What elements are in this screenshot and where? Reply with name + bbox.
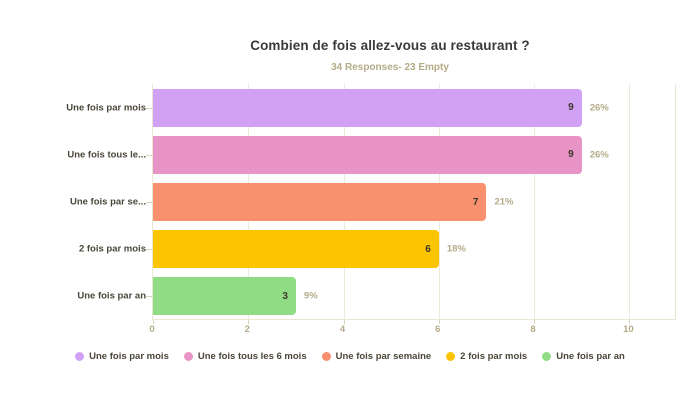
bar-0[interactable]: 9 [153,88,582,127]
x-tick-mark [343,320,345,324]
legend-item-label: 2 fois par mois [460,351,528,362]
legend-color-dot-icon [542,352,552,361]
x-tick-mark [629,320,631,324]
bar-percent-label: 21% [494,196,514,208]
legend-item-label: Une fois par semaine [335,351,432,362]
bar-4[interactable]: 3 [153,277,296,316]
legend-item-2[interactable]: Une fois par semaine [321,351,432,362]
y-axis-label: 2 fois par mois [78,243,146,255]
x-tick-label: 8 [530,324,536,335]
bar-percent-label: 18% [446,243,466,255]
bar-percent-label: 26% [589,149,609,161]
bar-value-label: 3 [282,290,288,302]
x-axis-labels: 0 2 4 6 8 10 [149,324,676,338]
bar-value-label: 7 [472,196,479,208]
legend-item-label: Une fois tous les 6 mois [197,351,307,362]
x-tick-mark [534,320,536,324]
x-tick-label: 2 [244,324,250,335]
y-axis-labels: Une fois par mois Une fois tous le... Une … [0,84,146,320]
chart-subtitle: 34 Responses- 23 Empty [331,62,449,73]
legend-color-dot-icon [446,352,456,361]
legend-item-0[interactable]: Une fois par mois [75,351,169,362]
legend-item-label: Une fois par an [556,351,625,362]
legend-item-4[interactable]: Une fois par an [542,351,625,362]
x-tick-label: 0 [149,324,155,335]
y-axis-label: Une fois par an [77,290,146,302]
bar-percent-label: 9% [303,290,318,302]
plot-area: 9 26% 9 26% 7 21% 6 18% 3 9% [146,84,676,324]
bar-percent-label: 26% [589,102,609,114]
gridline-x-10 [629,84,631,319]
y-tick-mark [146,154,152,156]
legend-color-dot-icon [75,352,85,361]
y-tick-mark [146,107,152,109]
x-tick-mark [248,320,250,324]
bar-1[interactable]: 9 [153,135,582,174]
legend-item-1[interactable]: Une fois tous les 6 mois [183,351,307,362]
legend-item-3[interactable]: 2 fois par mois [446,351,527,362]
x-tick-label: 6 [435,324,441,335]
gridline-x-8 [534,84,536,319]
legend-color-dot-icon [183,352,193,361]
bar-3[interactable]: 6 [153,230,439,269]
x-tick-mark [438,320,440,324]
x-tick-label: 10 [623,324,634,335]
bar-value-label: 9 [568,102,574,114]
chart-title: Combien de fois allez-vous au restaurant… [250,38,530,53]
y-tick-mark [146,202,152,203]
bar-value-label: 9 [568,149,574,161]
legend-color-dot-icon [321,352,331,361]
x-tick-mark [153,320,154,324]
y-tick-mark [146,249,152,251]
legend-item-label: Une fois par mois [89,351,169,362]
bar-value-label: 6 [425,243,431,255]
chart-legend: Une fois par mois Une fois tous les 6 moi… [0,351,700,362]
y-axis-label: Une fois par mois [66,102,146,114]
x-tick-label: 4 [339,324,346,335]
y-tick-mark [146,296,152,298]
bar-2[interactable]: 7 [153,183,487,221]
y-axis-label: Une fois par se... [69,196,146,208]
y-axis-label: Une fois tous le... [67,149,146,161]
